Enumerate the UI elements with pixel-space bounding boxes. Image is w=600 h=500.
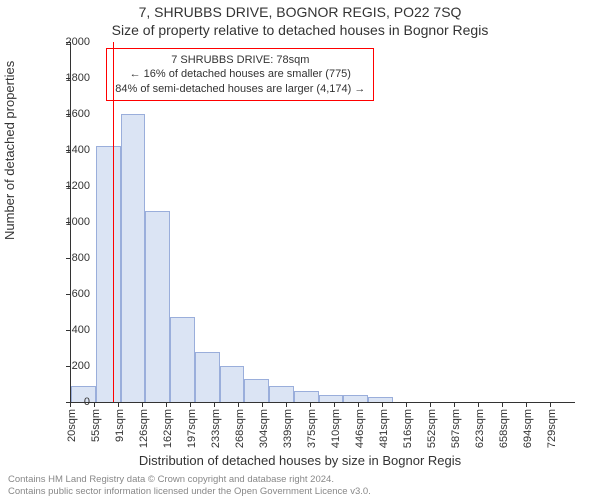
bar [96, 146, 121, 402]
x-tick-label: 233sqm [210, 409, 222, 448]
chart-title-line1: 7, SHRUBBS DRIVE, BOGNOR REGIS, PO22 7SQ [0, 4, 600, 20]
annotation-line2: ← 16% of detached houses are smaller (77… [115, 67, 365, 81]
footer-line2: Contains public sector information licen… [8, 486, 592, 498]
y-tick-label: 1600 [50, 108, 90, 120]
bar [195, 352, 220, 402]
x-tick-mark [142, 402, 143, 407]
footer-line1: Contains HM Land Registry data © Crown c… [8, 474, 592, 486]
x-tick-mark [238, 402, 239, 407]
x-tick-mark [190, 402, 191, 407]
x-tick-label: 516sqm [402, 409, 414, 448]
x-tick-mark [550, 402, 551, 407]
x-tick-label: 375sqm [306, 409, 318, 448]
x-axis-label: Distribution of detached houses by size … [0, 453, 600, 468]
x-tick-mark [262, 402, 263, 407]
x-tick-label: 694sqm [522, 409, 534, 448]
x-tick-mark [406, 402, 407, 407]
x-tick-label: 91sqm [114, 409, 126, 442]
x-tick-mark [502, 402, 503, 407]
x-tick-mark [478, 402, 479, 407]
x-tick-label: 729sqm [546, 409, 558, 448]
x-tick-label: 126sqm [138, 409, 150, 448]
x-tick-label: 304sqm [258, 409, 270, 448]
y-tick-label: 400 [50, 324, 90, 336]
x-tick-mark [166, 402, 167, 407]
x-tick-label: 162sqm [162, 409, 174, 448]
bar [319, 395, 344, 402]
x-tick-label: 339sqm [282, 409, 294, 448]
x-tick-label: 552sqm [426, 409, 438, 448]
footer-attribution: Contains HM Land Registry data © Crown c… [8, 474, 592, 498]
x-tick-mark [454, 402, 455, 407]
x-tick-mark [358, 402, 359, 407]
bar [294, 391, 319, 402]
x-tick-mark [382, 402, 383, 407]
y-axis-label: Number of detached properties [2, 61, 17, 240]
x-tick-mark [310, 402, 311, 407]
y-tick-label: 800 [50, 252, 90, 264]
x-tick-mark [94, 402, 95, 407]
x-tick-mark [526, 402, 527, 407]
chart-title-line2: Size of property relative to detached ho… [0, 22, 600, 38]
bar [244, 379, 269, 402]
y-tick-label: 2000 [50, 36, 90, 48]
bar [343, 395, 368, 402]
y-tick-label: 200 [50, 360, 90, 372]
annotation-line1: 7 SHRUBBS DRIVE: 78sqm [115, 53, 365, 67]
x-tick-mark [70, 402, 71, 407]
x-tick-mark [334, 402, 335, 407]
y-tick-label: 1000 [50, 216, 90, 228]
x-tick-mark [430, 402, 431, 407]
x-tick-label: 623sqm [474, 409, 486, 448]
x-tick-label: 197sqm [186, 409, 198, 448]
x-tick-label: 446sqm [354, 409, 366, 448]
x-tick-mark [286, 402, 287, 407]
y-tick-label: 600 [50, 288, 90, 300]
bar [145, 211, 170, 402]
bar [269, 386, 294, 402]
y-tick-label: 1800 [50, 72, 90, 84]
x-tick-label: 20sqm [66, 409, 78, 442]
bar [220, 366, 245, 402]
x-tick-label: 587sqm [450, 409, 462, 448]
x-tick-mark [118, 402, 119, 407]
x-tick-label: 410sqm [330, 409, 342, 448]
x-tick-label: 268sqm [234, 409, 246, 448]
bar [368, 397, 393, 402]
bar [121, 114, 146, 402]
x-tick-label: 481sqm [378, 409, 390, 448]
x-tick-mark [214, 402, 215, 407]
x-tick-label: 55sqm [90, 409, 102, 442]
annotation-line3: 84% of semi-detached houses are larger (… [115, 82, 365, 96]
annotation-box: 7 SHRUBBS DRIVE: 78sqm ← 16% of detached… [106, 48, 374, 101]
x-ticks-group: 20sqm55sqm91sqm126sqm162sqm197sqm233sqm2… [70, 403, 574, 453]
x-tick-label: 658sqm [498, 409, 510, 448]
y-tick-label: 1400 [50, 144, 90, 156]
bar [170, 317, 195, 402]
y-tick-label: 1200 [50, 180, 90, 192]
chart-container: 7, SHRUBBS DRIVE, BOGNOR REGIS, PO22 7SQ… [0, 0, 600, 500]
plot-area: 7 SHRUBBS DRIVE: 78sqm ← 16% of detached… [70, 42, 575, 403]
